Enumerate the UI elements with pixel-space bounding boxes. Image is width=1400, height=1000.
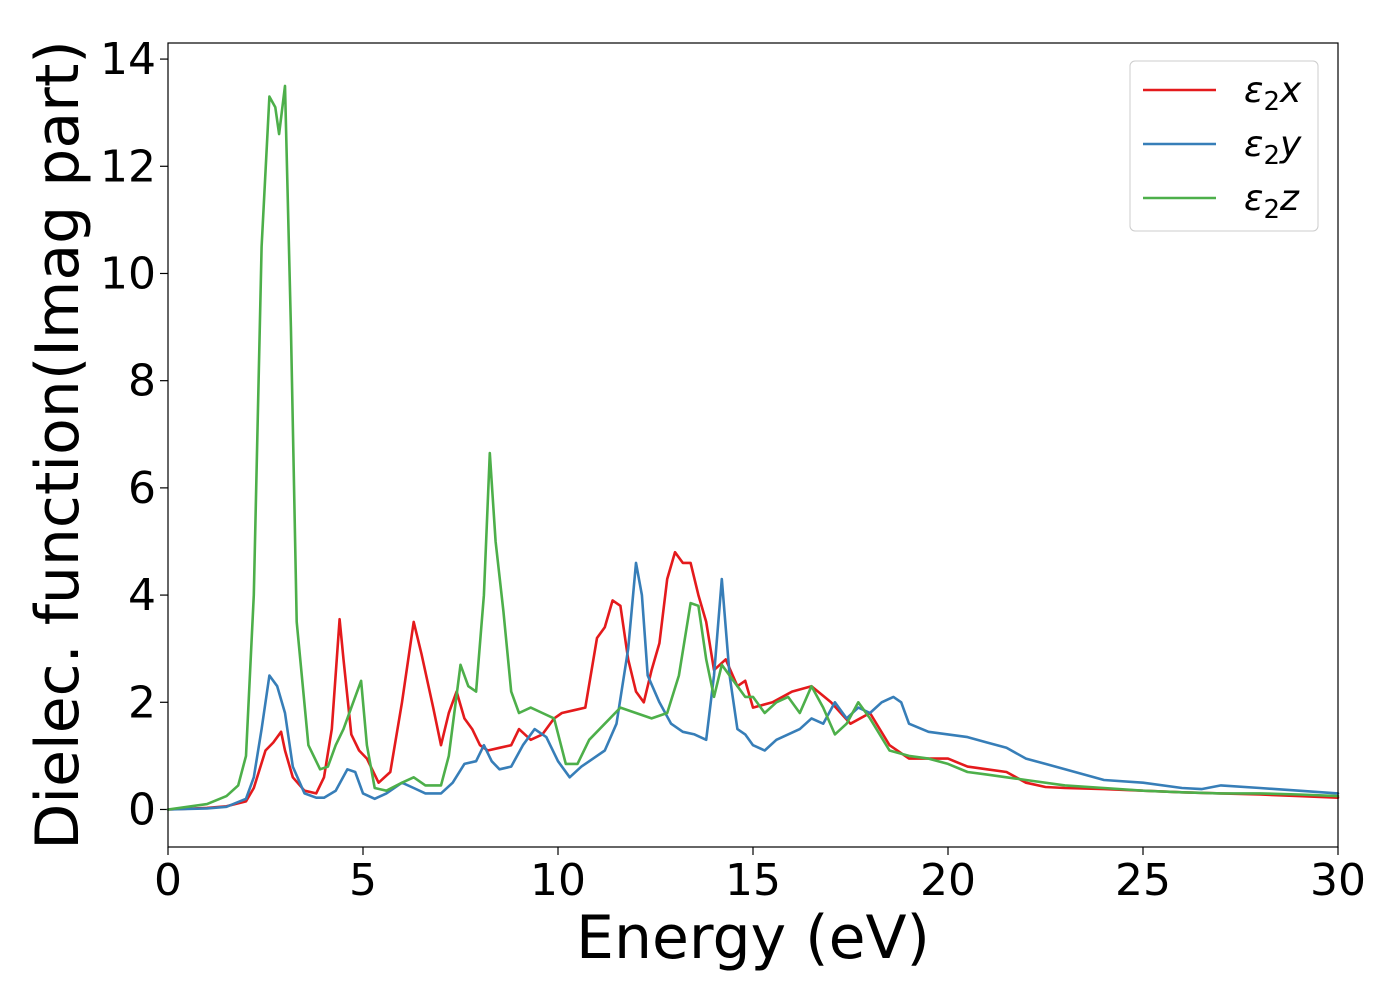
legend-label-y: ε2y: [1244, 124, 1302, 171]
x-tick-label: 5: [349, 855, 377, 906]
x-tick-label: 20: [920, 855, 976, 906]
legend: ε2x ε2y ε2z: [1129, 60, 1319, 232]
x-tick-label: 30: [1310, 855, 1366, 906]
y-tick-label: 8: [128, 356, 156, 407]
y-axis-ticks: 0 2 4 6 8 10 12 14: [100, 34, 168, 835]
x-tick-label: 25: [1115, 855, 1171, 906]
x-tick-label: 0: [154, 855, 182, 906]
series-layer: [166, 84, 1340, 811]
y-tick-label: 6: [128, 463, 156, 514]
y-tick-label: 10: [100, 248, 156, 299]
legend-label-z: ε2z: [1244, 178, 1300, 225]
plot-frame: [167, 42, 1339, 848]
y-tick-label: 0: [128, 784, 156, 835]
x-tick-label: 15: [725, 855, 781, 906]
y-tick-label: 4: [128, 570, 156, 621]
legend-box: [1129, 60, 1319, 232]
x-axis-ticks: 0 5 10 15 20 25 30: [154, 847, 1366, 906]
y-axis-label: Dielec. function(Imag part): [23, 40, 93, 850]
y-tick-label: 12: [100, 141, 156, 192]
x-tick-label: 10: [530, 855, 586, 906]
series-line-z: [166, 84, 1340, 811]
x-axis-label: Energy (eV): [576, 903, 930, 973]
series-line-y: [166, 561, 1340, 811]
y-tick-label: 14: [100, 34, 156, 85]
legend-label-x: ε2x: [1244, 70, 1302, 117]
y-tick-label: 2: [128, 677, 156, 728]
